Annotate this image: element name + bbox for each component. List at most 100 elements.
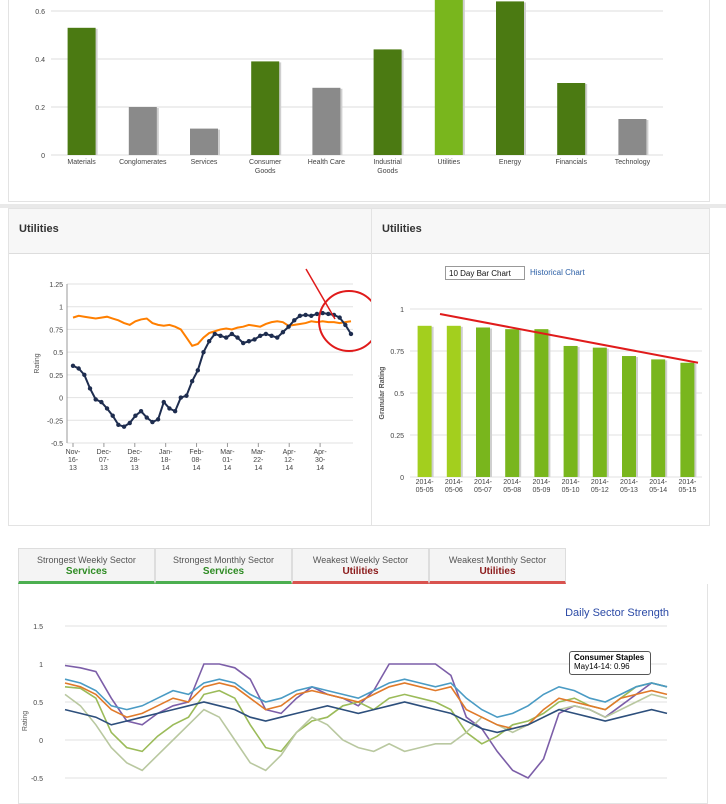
data-point [337,315,342,320]
bar [592,347,607,477]
x-tick-label: 22- [253,457,264,464]
x-tick-label: 12- [284,457,295,464]
x-tick-label: Conglomerates [119,159,167,166]
data-point [309,313,314,318]
data-point [286,324,291,329]
data-point [246,339,252,344]
y-tick-label: 0.6 [35,9,45,16]
x-tick-label: 2014- [678,479,697,486]
x-tick-label: Technology [615,159,651,166]
x-tick-label: Feb- [189,449,204,456]
x-tick-label: 07- [99,457,110,464]
tab-strongest-weekly[interactable]: Strongest Weekly Sector Services [18,548,155,584]
tab-value: Utilities [479,566,516,577]
x-tick-label: Goods [377,168,398,175]
y-tick-label: 1 [59,305,63,312]
data-point [348,331,354,337]
tab-weakest-monthly[interactable]: Weakest Monthly Sector Utilities [429,548,566,584]
tab-value: Services [202,566,245,577]
series-line-0 [72,314,352,347]
data-point [184,393,189,398]
tab-value: Services [65,566,108,577]
y-axis-label: Rating [34,353,41,373]
x-tick-label: Materials [67,159,96,166]
data-point [189,379,195,384]
x-tick-label: Services [191,159,218,166]
data-point [76,366,81,371]
x-tick-label: 2014- [474,479,493,486]
data-point [172,409,178,414]
bar [446,325,461,477]
data-point [104,406,110,411]
utilities-rating-line-chart: 1.2510.750.50.250-0.25-0.5RatingNov-16-1… [34,268,373,472]
bar-health-care [312,87,341,155]
y-tick-label: 0.25 [49,373,63,380]
x-tick-label: 14 [193,465,201,472]
trend-line [439,313,699,364]
bar-technology [618,119,647,155]
daily-sector-strength-panel: Daily Sector Strength 1.5 1 0.5 0 -0.5 Rating [18,584,708,804]
data-point [201,349,206,355]
bar-materials [67,27,96,155]
utilities-rating-panel: Utilities 1.25 1 0.75 0.5 0.25 0 -0.25 -0.5 Rati… [8,208,373,526]
data-point [155,417,161,422]
y-tick-label: 0.25 [390,433,404,440]
data-point [320,310,325,316]
x-tick-label: Health Care [308,159,345,166]
x-tick-label: 2014- [445,479,464,486]
series-line-0 [64,663,668,779]
utilities-bar-panel: Utilities 1 0.75 0.5 0.25 0 Granular Rating 20… [371,208,710,526]
sector-tabs: Strongest Weekly Sector Services Stronge… [18,548,708,584]
x-tick-label: 05-14 [649,487,667,494]
utilities-bar-header: Utilities [372,209,709,254]
chart-type-select[interactable]: 10 Day Bar Chart [445,266,525,280]
annotation-line [305,268,336,320]
tab-weakest-weekly[interactable]: Weakest Weekly Sector Utilities [292,548,429,584]
x-tick-label: Goods [255,168,276,175]
x-tick-label: 2014- [503,479,522,486]
series-tooltip: Consumer Staples May14-14: 0.96 [569,651,651,675]
data-point [212,331,218,337]
bar [476,327,490,477]
y-tick-label: 0.75 [49,327,63,334]
daily-sector-strength-chart: Daily Sector Strength 1.5 1 0.5 0 -0.5 Rating [22,607,669,783]
x-tick-label: 05-12 [591,487,609,494]
data-point [70,363,76,368]
tab-strongest-monthly[interactable]: Strongest Monthly Sector Services [155,548,292,584]
y-axis-label: Rating [22,711,29,731]
y-tick-label: 1 [39,662,43,669]
x-tick-label: 05-08 [503,487,521,494]
data-point [218,333,223,338]
x-tick-label: Financials [555,159,587,166]
tooltip-value: May14-14: 0.96 [574,662,630,671]
tab-label: Weakest Weekly Sector [312,555,409,565]
series-line-4 [64,678,668,719]
x-tick-label: 28- [130,457,141,464]
x-tick-label: 30- [315,457,326,464]
x-tick-label: Dec- [127,449,142,456]
x-tick-label: 05-06 [445,487,463,494]
data-point [235,335,240,340]
x-tick-label: Utilities [438,159,461,166]
series-line-5 [64,701,668,734]
data-point [297,313,303,318]
x-tick-label: 05-05 [416,487,434,494]
x-tick-label: 2014- [532,479,551,486]
historical-chart-link[interactable]: Historical Chart [530,268,585,277]
data-point [241,340,246,346]
x-tick-label: Nov- [66,449,81,456]
x-tick-label: Mar- [220,449,235,456]
data-point [275,335,280,340]
bar [651,359,666,477]
x-tick-label: 05-13 [620,487,638,494]
data-point [280,329,286,335]
data-point [252,337,257,342]
data-point [93,397,98,402]
bar [622,356,636,477]
x-tick-label: 2014- [649,479,668,486]
series-line-1 [64,682,668,753]
x-tick-label: Consumer [249,159,282,166]
data-point [314,311,320,317]
section-gap [0,526,726,540]
